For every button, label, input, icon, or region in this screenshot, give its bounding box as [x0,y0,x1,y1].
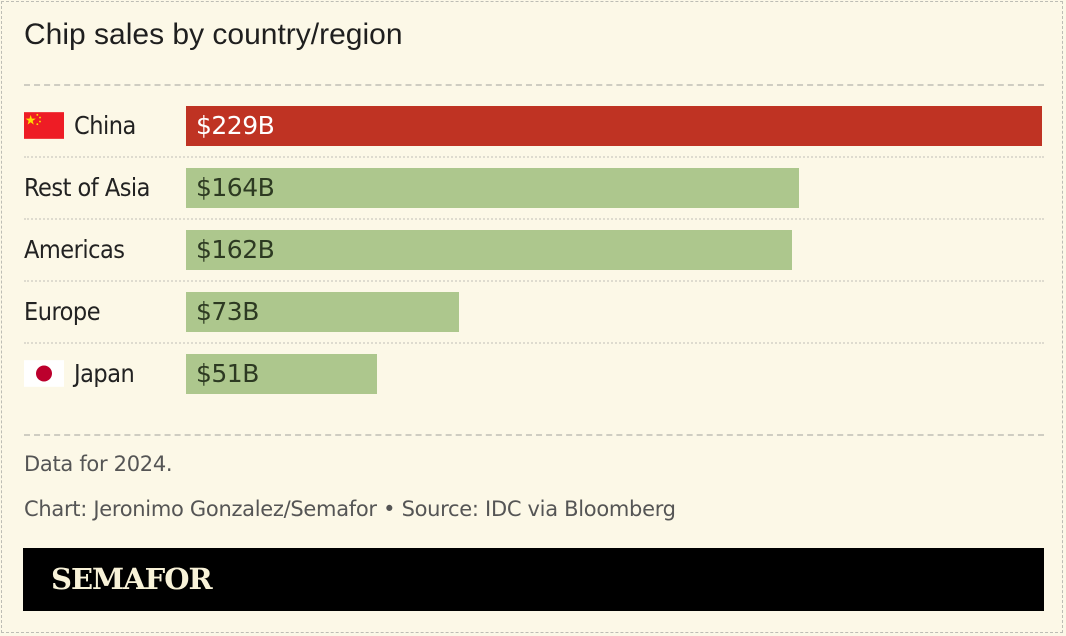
credit-line: Chart: Jeronimo Gonzalez/Semafor • Sourc… [24,497,676,521]
category-text: Rest of Asia [24,173,150,202]
bar-row: China $229B [24,106,1044,146]
value-label: $164B [196,173,275,202]
data-note: Data for 2024. [24,452,173,476]
bar-row: Europe $73B [24,292,1044,332]
bar-row: Rest of Asia $164B [24,168,1044,208]
semafor-logo: SEMAFOR [51,562,213,596]
bar-row: Japan $51B [24,354,1044,394]
bar: $51B [186,354,377,394]
chart-title: Chip sales by country/region [24,18,403,51]
footer-bar: SEMAFOR [23,548,1044,611]
notes-divider [24,434,1044,436]
china-flag-icon [24,111,64,139]
row-separator [24,342,1044,344]
category-text: China [74,111,136,140]
title-divider [24,84,1044,86]
category-label: Europe [24,292,101,332]
category-label: Japan [24,354,135,394]
value-label: $229B [196,111,275,140]
category-text: Europe [24,297,101,326]
category-text: Americas [24,235,125,264]
row-separator [24,218,1044,220]
category-label: Rest of Asia [24,168,150,208]
japan-flag-icon [24,359,64,387]
category-label: Americas [24,230,125,270]
value-label: $51B [196,359,259,388]
row-separator [24,280,1044,282]
category-text: Japan [74,359,135,388]
value-label: $162B [196,235,275,264]
bar: $162B [186,230,792,270]
bar-row: Americas $162B [24,230,1044,270]
value-label: $73B [196,297,259,326]
bar: $164B [186,168,800,208]
bar: $229B [186,106,1042,146]
bar: $73B [186,292,459,332]
category-label: China [24,106,136,146]
row-separator [24,156,1044,158]
